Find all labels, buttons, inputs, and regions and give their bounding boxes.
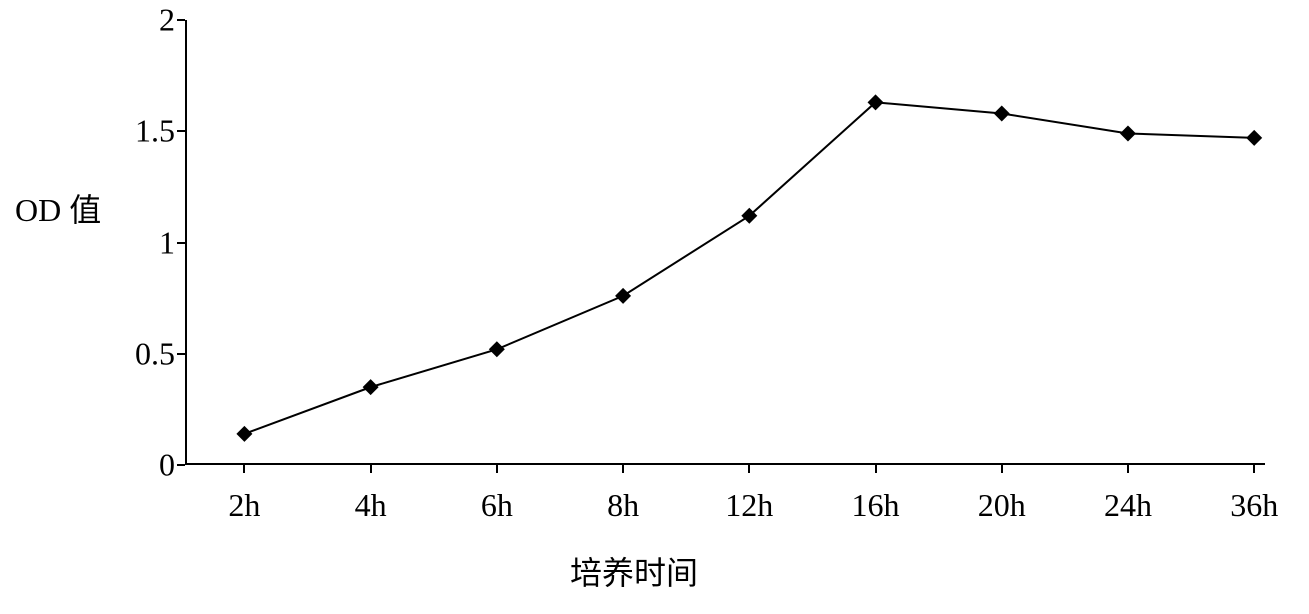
data-marker [489,341,505,357]
x-tick-mark [243,465,245,473]
x-tick-label: 12h [725,487,773,524]
y-tick-label: 0.5 [135,335,175,372]
x-tick-label: 36h [1230,487,1278,524]
y-tick-label: 0 [159,447,175,484]
x-tick-label: 20h [978,487,1026,524]
data-marker [615,288,631,304]
y-tick-mark [177,464,185,466]
data-line [244,102,1254,434]
line-chart-svg [185,20,1265,465]
y-tick-label: 1.5 [135,113,175,150]
x-axis-label: 培养时间 [570,548,698,594]
chart-container: OD 值 培养时间 00.511.522h4h6h8h12h16h20h24h3… [10,10,1299,604]
x-tick-mark [875,465,877,473]
data-marker [363,379,379,395]
data-marker [1120,125,1136,141]
x-tick-mark [1253,465,1255,473]
x-tick-label: 6h [481,487,513,524]
x-tick-mark [1001,465,1003,473]
x-tick-mark [622,465,624,473]
data-marker [1246,130,1262,146]
x-tick-label: 16h [852,487,900,524]
x-tick-mark [748,465,750,473]
data-marker [236,426,252,442]
y-tick-mark [177,130,185,132]
y-tick-mark [177,242,185,244]
y-tick-label: 1 [159,224,175,261]
x-tick-label: 4h [355,487,387,524]
plot-area: 00.511.522h4h6h8h12h16h20h24h36h [185,20,1265,465]
x-tick-label: 2h [228,487,260,524]
y-tick-mark [177,353,185,355]
data-marker [994,105,1010,121]
y-axis-label: OD 值 [15,185,101,231]
x-tick-mark [370,465,372,473]
x-tick-label: 24h [1104,487,1152,524]
y-tick-mark [177,19,185,21]
x-tick-label: 8h [607,487,639,524]
x-tick-mark [1127,465,1129,473]
x-tick-mark [496,465,498,473]
y-tick-label: 2 [159,2,175,39]
